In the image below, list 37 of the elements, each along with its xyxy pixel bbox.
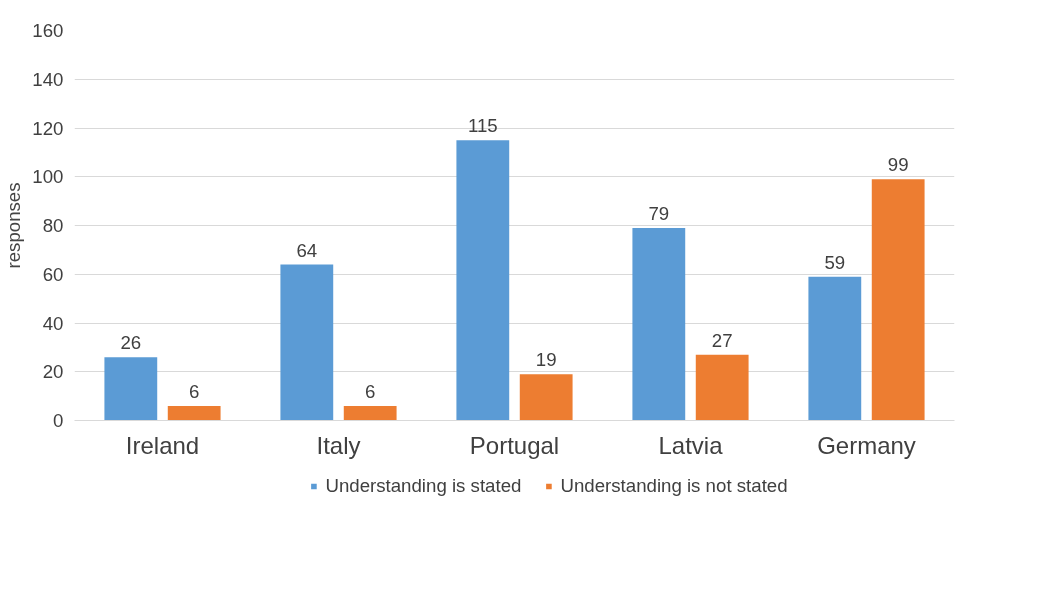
data-label: 115 (467, 115, 498, 137)
data-label: 59 (824, 251, 846, 273)
data-label: 6 (364, 380, 376, 402)
data-label: 27 (711, 329, 733, 351)
legend-label: Understanding is not stated (560, 475, 788, 497)
y-tick-label: 60 (42, 263, 64, 285)
y-tick-label: 20 (42, 361, 64, 383)
legend-label: Understanding is stated (325, 475, 522, 497)
y-tick-label: 120 (32, 117, 64, 139)
x-tick-label: Portugal (469, 431, 560, 459)
bar (343, 405, 397, 421)
bar (632, 227, 686, 421)
bar (104, 357, 158, 421)
bar (280, 264, 334, 421)
bar (695, 354, 749, 421)
x-tick-label: Latvia (658, 431, 724, 459)
data-label: 19 (535, 349, 557, 371)
data-label: 26 (120, 332, 142, 354)
bar (871, 179, 925, 421)
bar (167, 405, 221, 421)
bar (456, 140, 510, 421)
data-label: 6 (188, 380, 200, 402)
y-tick-label: 80 (42, 215, 64, 236)
y-tick-label: 40 (42, 312, 64, 334)
y-axis-title: responses (3, 182, 25, 269)
data-label: 99 (887, 154, 909, 176)
x-tick-label: Germany (817, 431, 916, 459)
x-tick-label: Ireland (125, 431, 200, 459)
data-label: 64 (296, 239, 318, 261)
x-tick-label: Italy (316, 431, 361, 459)
y-tick-label: 0 (53, 410, 64, 431)
y-tick-label: 140 (32, 68, 64, 90)
data-label: 79 (648, 202, 670, 224)
y-tick-label: 160 (32, 20, 64, 41)
bar (808, 276, 862, 421)
y-tick-label: 100 (32, 166, 64, 188)
bar (519, 374, 573, 421)
